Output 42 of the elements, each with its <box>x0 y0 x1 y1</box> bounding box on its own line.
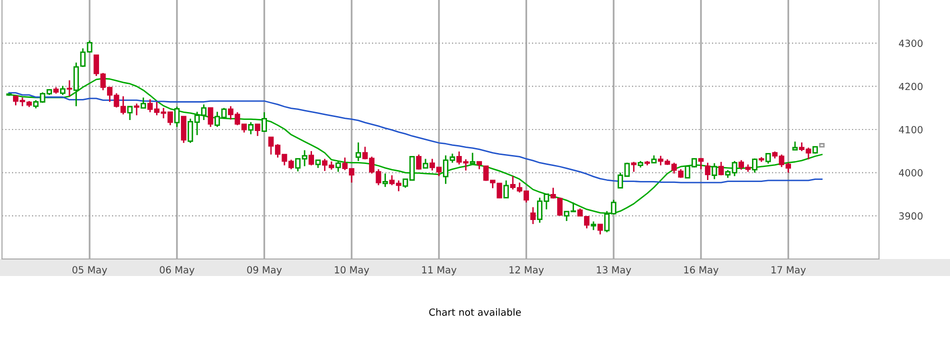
y-tick-label: 4200 <box>898 82 923 90</box>
candlestick <box>597 224 603 236</box>
candlestick <box>308 150 314 166</box>
candlestick <box>712 162 718 180</box>
candlestick <box>66 80 72 97</box>
candlestick <box>134 102 140 116</box>
candlestick <box>254 124 260 137</box>
candlestick <box>503 180 509 198</box>
y-tick-label: 4000 <box>898 169 923 176</box>
candlestick <box>416 154 422 170</box>
candlestick <box>752 158 758 174</box>
candlestick <box>262 112 267 132</box>
candlestick <box>335 160 341 172</box>
candlestick <box>704 162 710 181</box>
candlestick <box>140 96 146 110</box>
x-tick-label: 17 May <box>772 266 806 276</box>
candlestick <box>180 116 186 144</box>
candlestick <box>470 152 476 165</box>
x-tick-label: 12 May <box>510 266 544 276</box>
candlestick <box>422 158 428 170</box>
y-tick-label: 4300 <box>898 40 923 47</box>
candlestick <box>718 161 724 176</box>
candlestick <box>356 142 362 162</box>
x-tick-label: 05 May <box>72 266 108 276</box>
candlestick <box>382 172 388 188</box>
candlestick <box>208 107 214 128</box>
x-tick-label: 09 May <box>247 266 282 276</box>
candlestick <box>248 121 254 135</box>
x-tick-label: 10 May <box>334 266 370 276</box>
text: Chart not available <box>429 308 521 316</box>
x-tick-label: 11 May <box>422 266 456 276</box>
candlestick <box>530 206 536 225</box>
x-tick-label: 13 May <box>596 266 632 276</box>
candlestick <box>127 106 133 121</box>
candlestick <box>174 106 180 128</box>
y-tick-label: 4100 <box>898 126 923 134</box>
candlestick <box>765 152 771 164</box>
y-tick-label: 3900 <box>899 212 923 220</box>
candlestick <box>631 161 636 172</box>
x-tick-label: 16 May <box>684 266 718 276</box>
candlestick <box>60 85 66 96</box>
x-tick-label: 06 May <box>160 266 194 276</box>
